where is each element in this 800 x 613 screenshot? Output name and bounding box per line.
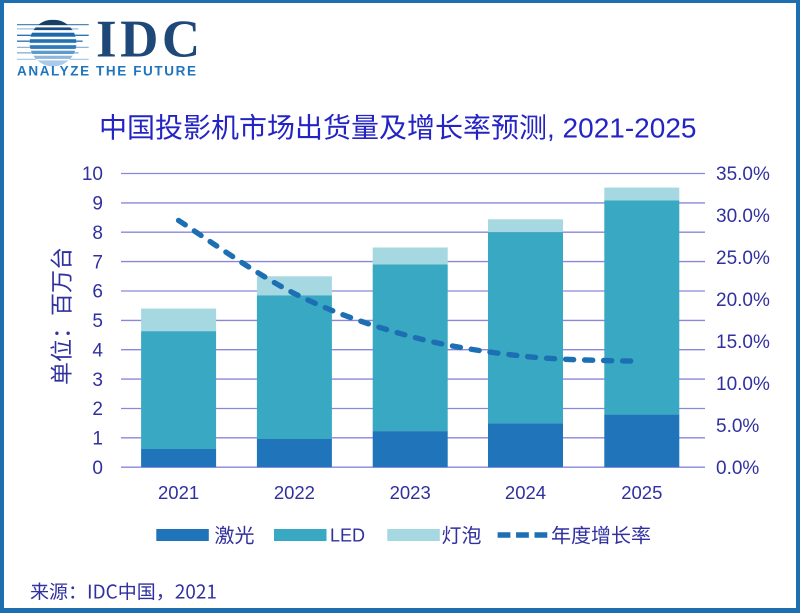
svg-text:1: 1 xyxy=(92,429,103,450)
svg-text:9: 9 xyxy=(92,194,103,215)
svg-text:ANALYZE THE FUTURE: ANALYZE THE FUTURE xyxy=(17,63,198,78)
svg-text:5.0%: 5.0% xyxy=(716,416,759,437)
svg-text:IDC: IDC xyxy=(96,10,204,68)
svg-text:4: 4 xyxy=(92,340,103,361)
svg-text:7: 7 xyxy=(92,252,103,273)
svg-text:8: 8 xyxy=(92,223,103,244)
svg-text:20.0%: 20.0% xyxy=(716,290,770,311)
svg-text:10: 10 xyxy=(82,164,103,185)
svg-text:, 2021-2025: , 2021-2025 xyxy=(547,113,696,144)
svg-text:30.0%: 30.0% xyxy=(716,206,770,227)
svg-text:15.0%: 15.0% xyxy=(716,332,770,353)
svg-text:10.0%: 10.0% xyxy=(716,374,770,395)
svg-text:0.0%: 0.0% xyxy=(716,458,759,479)
svg-text:LED: LED xyxy=(330,526,365,546)
svg-text:2024: 2024 xyxy=(505,482,546,503)
svg-text:3: 3 xyxy=(92,370,103,391)
svg-text:2021: 2021 xyxy=(158,482,199,503)
svg-text:25.0%: 25.0% xyxy=(716,248,770,269)
svg-text:2023: 2023 xyxy=(390,482,431,503)
svg-text:35.0%: 35.0% xyxy=(716,164,770,185)
svg-text:6: 6 xyxy=(92,282,103,303)
svg-text:2: 2 xyxy=(92,399,103,420)
svg-text:5: 5 xyxy=(92,311,103,332)
svg-text:2025: 2025 xyxy=(621,482,662,503)
svg-text:2022: 2022 xyxy=(274,482,315,503)
svg-text:0: 0 xyxy=(92,458,103,479)
